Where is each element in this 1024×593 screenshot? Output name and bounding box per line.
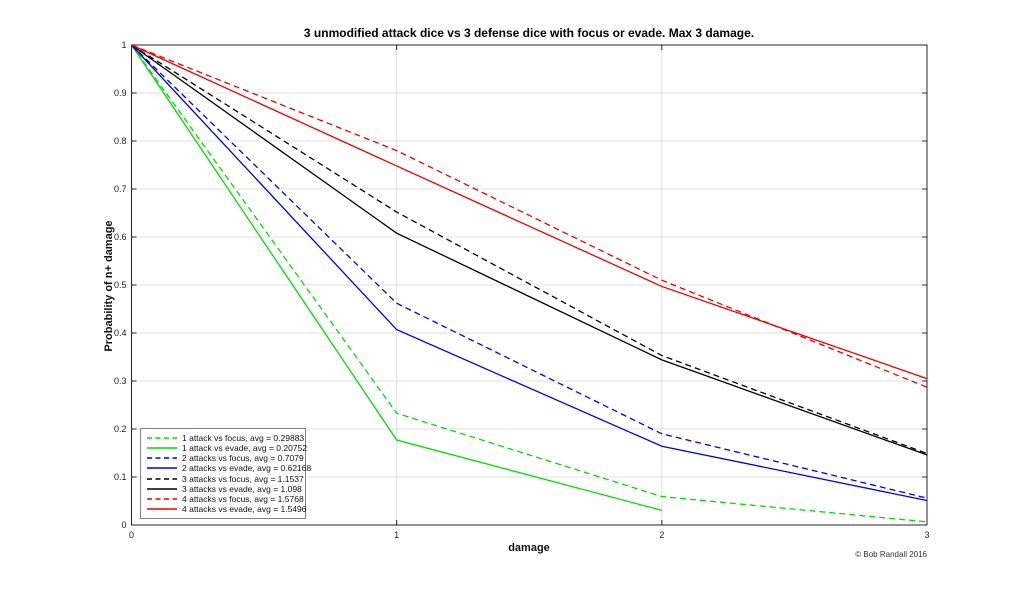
legend-label: 3 attacks vs focus, avg = 1.1537 bbox=[182, 473, 304, 484]
x-tick-label: 3 bbox=[924, 530, 929, 540]
legend-line-sample bbox=[147, 437, 177, 439]
legend-box: 1 attack vs focus, avg = 0.29883 1 attack… bbox=[140, 428, 311, 519]
y-tick-label: 0.9 bbox=[114, 88, 127, 98]
legend-label: 2 attacks vs evade, avg = 0.62168 bbox=[182, 463, 312, 474]
legend-line-sample bbox=[147, 488, 177, 490]
y-tick-label: 1 bbox=[121, 40, 126, 50]
legend-label: 3 attacks vs evade, avg = 1.098 bbox=[182, 483, 302, 494]
legend-line-sample bbox=[147, 508, 177, 510]
x-tick-label: 0 bbox=[129, 530, 134, 540]
legend-line-sample bbox=[147, 447, 177, 449]
series-line-5 bbox=[131, 44, 928, 456]
chart-title: 3 unmodified attack dice vs 3 defense di… bbox=[303, 26, 755, 40]
series-line-3 bbox=[131, 44, 928, 502]
y-tick-label: 0.8 bbox=[114, 136, 127, 146]
legend-label: 4 attacks vs evade, avg = 1.5496 bbox=[182, 503, 307, 514]
legend-item: 3 attacks vs evade, avg = 1.098 bbox=[147, 483, 302, 494]
legend-item: 3 attacks vs focus, avg = 1.1537 bbox=[147, 474, 304, 484]
series-line-1 bbox=[130, 44, 662, 511]
x-tick-label: 1 bbox=[394, 530, 399, 540]
x-axis-label: damage bbox=[508, 542, 550, 554]
legend-item: 2 attacks vs evade, avg = 0.62168 bbox=[147, 463, 311, 473]
legend-label: 1 attack vs evade, avg = 0.20752 bbox=[182, 443, 307, 454]
series-line-7 bbox=[131, 44, 928, 380]
y-tick-label: 0.4 bbox=[114, 328, 127, 338]
legend-item: 2 attacks vs focus, avg = 0.7079 bbox=[147, 453, 304, 463]
legend-line-sample bbox=[147, 477, 177, 480]
legend-item: 1 attack vs focus, avg = 0.29883 bbox=[147, 433, 304, 443]
y-axis-label: Probability of n+ damage bbox=[103, 220, 115, 352]
legend-item: 1 attack vs evade, avg = 0.20752 bbox=[147, 443, 307, 453]
y-tick-label: 0.6 bbox=[114, 232, 127, 242]
legend-line-sample bbox=[147, 498, 177, 500]
x-tick-label: 2 bbox=[659, 530, 664, 540]
series-line-6 bbox=[131, 44, 928, 388]
series-line-2 bbox=[131, 44, 928, 499]
copyright-text: © Bob Randall 2016 bbox=[855, 550, 927, 559]
y-tick-label: 0.1 bbox=[114, 472, 127, 482]
legend-label: 4 attacks vs focus, avg = 1.5768 bbox=[182, 493, 304, 504]
legend-label: 2 attacks vs focus, avg = 0.7079 bbox=[182, 453, 304, 464]
legend-item: 4 attacks vs focus, avg = 1.5768 bbox=[147, 494, 304, 504]
y-tick-label: 0.2 bbox=[114, 424, 127, 434]
legend-label: 1 attack vs focus, avg = 0.29883 bbox=[182, 433, 305, 443]
y-tick-label: 0.7 bbox=[114, 184, 127, 194]
series-line-4 bbox=[131, 44, 928, 455]
series-line-0 bbox=[130, 44, 928, 523]
legend-item: 4 attacks vs evade, avg = 1.5496 bbox=[147, 504, 307, 514]
y-tick-label: 0.3 bbox=[114, 376, 127, 386]
y-tick-label: 0 bbox=[121, 520, 126, 530]
legend-line-sample bbox=[147, 467, 177, 470]
y-tick-label: 0.5 bbox=[114, 280, 127, 290]
legend-line-sample bbox=[147, 457, 177, 459]
